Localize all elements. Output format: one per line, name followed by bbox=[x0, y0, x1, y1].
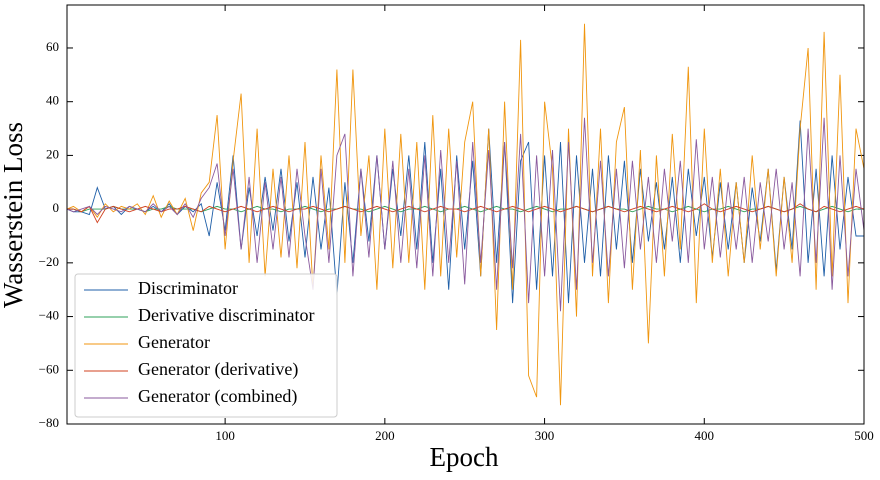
x-axis-label: Epoch bbox=[430, 442, 499, 472]
legend-label: Generator bbox=[138, 332, 210, 352]
legend-label: Discriminator bbox=[138, 278, 238, 298]
x-tick-label: 200 bbox=[375, 428, 395, 443]
plot-frame bbox=[66, 4, 865, 425]
legend-label: Generator (derivative) bbox=[138, 359, 298, 380]
x-tick-label: 500 bbox=[854, 428, 874, 443]
legend-label: Generator (combined) bbox=[138, 386, 297, 407]
y-tick-label: 40 bbox=[46, 93, 59, 108]
x-tick-label: 400 bbox=[695, 428, 715, 443]
y-axis-label: Wasserstein Loss bbox=[0, 122, 28, 308]
y-tick-label: 0 bbox=[53, 200, 60, 215]
legend-box bbox=[74, 273, 338, 418]
x-tick-label: 300 bbox=[535, 428, 555, 443]
legend-label: Derivative discriminator bbox=[138, 305, 314, 325]
y-tick-label: 60 bbox=[46, 39, 59, 54]
y-tick-label: −40 bbox=[39, 308, 59, 323]
y-tick-label: 20 bbox=[46, 146, 59, 161]
y-tick-label: −80 bbox=[39, 415, 59, 430]
y-tick-label: −60 bbox=[39, 361, 59, 376]
y-tick-label: −20 bbox=[39, 254, 59, 269]
x-tick-label: 100 bbox=[215, 428, 235, 443]
series-line bbox=[66, 117, 865, 312]
